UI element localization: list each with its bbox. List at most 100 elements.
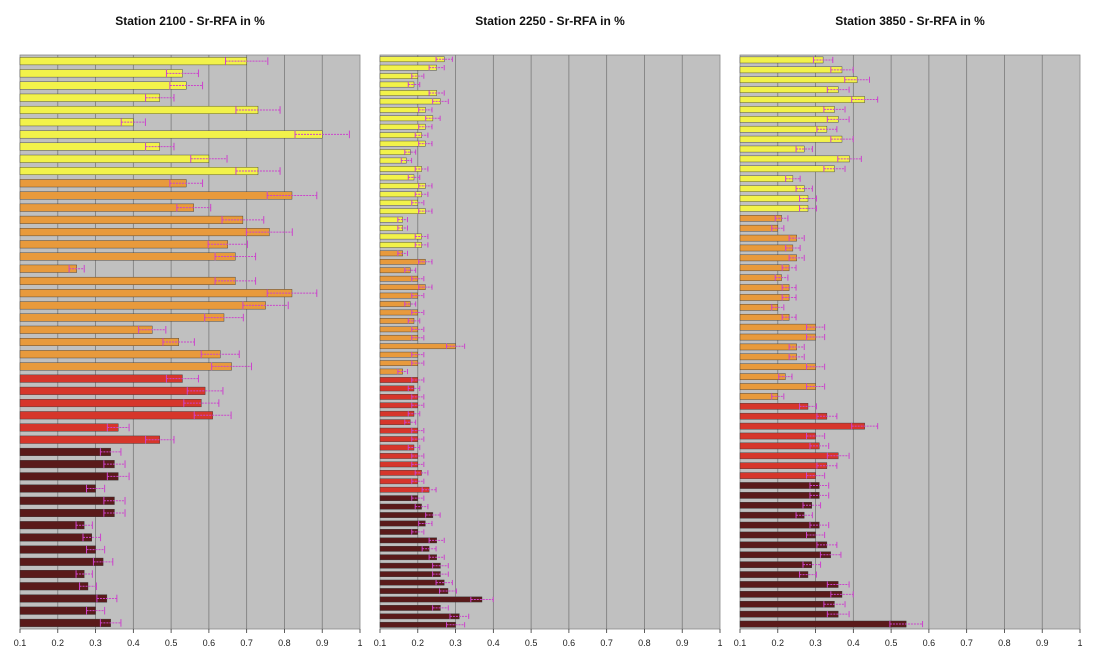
bar (379, 588, 449, 594)
bar (379, 98, 441, 105)
bar (379, 385, 415, 392)
bar (739, 195, 809, 202)
bar (379, 90, 437, 96)
bar (19, 411, 213, 420)
bar (379, 554, 437, 561)
x-tick-label: 0.3 (449, 638, 462, 648)
x-tick-label: 0.1 (374, 638, 387, 648)
chart-2: 0.1 0.2 0.3 0.4 0.5 0.6 0.7 0.8 0.9 1 (734, 54, 1083, 648)
bar (739, 135, 843, 143)
bar (379, 410, 415, 417)
bar (739, 561, 812, 568)
bar (739, 383, 816, 390)
bar (739, 412, 828, 420)
bar (739, 96, 865, 103)
bar (19, 618, 111, 627)
x-tick-label: 1 (1077, 638, 1082, 648)
x-tick-label: 0.9 (676, 638, 689, 648)
x-tick-label: 0.8 (998, 638, 1011, 648)
chart-title-station-2250: Station 2250 - Sr-RFA in % (475, 14, 625, 28)
bar (739, 244, 794, 252)
bar (739, 452, 839, 460)
bar (19, 496, 115, 505)
bar (379, 537, 437, 544)
bar (19, 179, 187, 188)
bar (739, 76, 858, 84)
bar (19, 557, 104, 566)
x-tick-label: 0.4 (127, 638, 140, 648)
bar (379, 174, 415, 181)
bar (19, 386, 206, 395)
bar (19, 570, 85, 579)
bar (739, 521, 820, 529)
bar (19, 545, 96, 554)
x-tick-label: 0.1 (734, 638, 747, 648)
bar (739, 472, 816, 479)
bar (739, 600, 835, 608)
bar (19, 154, 210, 163)
chart-title-station-2100: Station 2100 - Sr-RFA in % (115, 14, 265, 28)
bar (19, 81, 187, 90)
x-tick-label: 0.4 (487, 638, 500, 648)
bar (739, 323, 816, 331)
bar (739, 254, 797, 262)
bar (19, 399, 202, 408)
bar (739, 422, 865, 430)
chart-title-station-3850: Station 3850 - Sr-RFA in % (835, 14, 985, 28)
x-tick-label: 0.8 (278, 638, 291, 648)
bar (19, 508, 115, 517)
bar (739, 116, 839, 123)
x-tick-label: 0.6 (923, 638, 936, 648)
x-tick-label: 0.5 (165, 638, 178, 648)
bar (379, 157, 407, 164)
bar (19, 447, 111, 456)
bar (379, 267, 411, 274)
bar (19, 325, 153, 334)
x-tick-label: 0.1 (14, 638, 27, 648)
bar (379, 149, 411, 155)
bar (739, 86, 839, 93)
bar (739, 482, 820, 489)
bar (379, 571, 441, 577)
bar (19, 484, 96, 493)
bar (19, 472, 119, 481)
bar (19, 276, 236, 285)
x-tick-label: 0.6 (203, 638, 216, 648)
bar (739, 155, 850, 163)
bar (739, 106, 835, 113)
bar (739, 591, 843, 598)
x-tick-label: 0.8 (638, 638, 651, 648)
bar (739, 185, 805, 192)
x-tick-label: 0.9 (1036, 638, 1049, 648)
bar (379, 301, 411, 307)
bar (379, 596, 483, 603)
x-tick-label: 0.6 (563, 638, 576, 648)
bar (739, 333, 816, 341)
bar (379, 562, 441, 569)
bar (19, 142, 160, 151)
bar (739, 125, 828, 133)
bar (379, 81, 415, 88)
bar (19, 93, 160, 102)
x-tick-label: 0.2 (772, 638, 785, 648)
bar (739, 502, 812, 509)
bar (379, 605, 441, 611)
plot-area (379, 54, 721, 630)
bar (739, 581, 839, 588)
bar (739, 462, 828, 469)
bar (19, 423, 119, 432)
bar (379, 613, 460, 620)
x-tick-label: 0.2 (52, 638, 65, 648)
x-tick-label: 0.9 (316, 638, 329, 648)
bar (19, 313, 225, 322)
bar (739, 511, 805, 519)
bar (19, 301, 266, 310)
bar (739, 353, 797, 361)
bar (19, 435, 160, 444)
bar (739, 66, 843, 74)
chart-1: 0.1 0.2 0.3 0.4 0.5 0.6 0.7 0.8 0.9 1 (374, 54, 723, 648)
bar (19, 167, 259, 176)
bar (379, 115, 434, 122)
bar (19, 594, 108, 603)
